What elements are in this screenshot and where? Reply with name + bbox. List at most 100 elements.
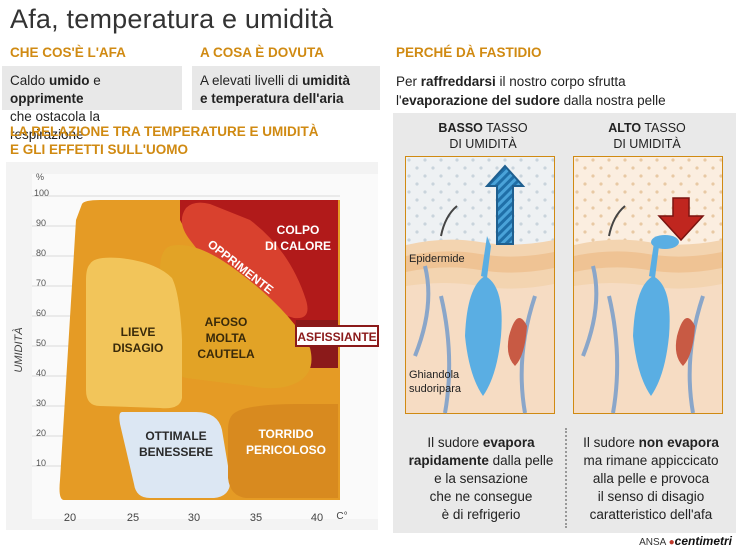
credit-dot: ● [668, 537, 675, 548]
label-afoso-3: CAUTELA [197, 347, 255, 361]
high-humidity-t1: TASSO [641, 121, 686, 135]
high-exp-2: ma rimane appiccicato [583, 453, 719, 468]
credit-brand: centimetri [674, 534, 732, 548]
what-text-1: Caldo [10, 73, 50, 88]
label-epidermide: Epidermide [409, 253, 465, 265]
low-humidity-heading: BASSO TASSO DI UMIDITÀ [418, 120, 548, 152]
y-tick-10: 10 [36, 458, 46, 468]
low-explanation: Il sudore evapora rapidamente dalla pell… [398, 434, 564, 524]
cause-bold-2: e temperatura dell'aria [200, 91, 344, 106]
label-afoso-2: MOLTA [206, 331, 247, 345]
high-sweat-gland [633, 276, 670, 396]
relation-heading: LA RELAZIONE TRA TEMPERATURE E UMIDITÀ E… [10, 123, 370, 159]
label-torrido-2: PERICOLOSO [246, 443, 326, 457]
label-colpo-2: DI CALORE [265, 239, 331, 253]
low-dry-air [406, 157, 554, 245]
low-exp-1b: evapora [482, 435, 535, 450]
what-text-3: che ostacola la respirazione [10, 109, 101, 142]
why-heading: PERCHÉ DÀ FASTIDIO [396, 45, 542, 60]
asfissiante-box [295, 325, 379, 347]
y-tick-50: 50 [36, 338, 46, 348]
high-humidity-illustration [573, 156, 723, 414]
relation-heading-line-2: E GLI EFFETTI SULL'UOMO [10, 142, 188, 157]
low-exp-5: è di refrigerio [441, 507, 521, 522]
why-text: Per raffreddarsi il nostro corpo sfrutta… [396, 72, 666, 110]
y-tick-90: 90 [36, 218, 46, 228]
high-exp-3: alla pelle e provoca [592, 471, 710, 486]
high-exp-4: il senso di disagio [597, 489, 705, 504]
y-tick-100: 100 [34, 188, 49, 198]
low-exp-1a: Il sudore [427, 435, 483, 450]
zone-opprimente [181, 202, 308, 319]
page-title: Afa, temperatura e umidità [10, 4, 334, 34]
x-tick-40: 40 [311, 512, 323, 524]
low-exp-2b: dalla pelle [488, 453, 554, 468]
y-tick-20: 20 [36, 428, 46, 438]
x-unit: C° [336, 511, 347, 522]
low-humidity-bold: BASSO [438, 121, 483, 135]
cause-bold-1: umidità [302, 73, 351, 88]
what-box: Caldo umido e opprimente che ostacola la… [2, 66, 182, 142]
label-afoso-1: AFOSO [205, 315, 248, 329]
what-text-2: e [89, 73, 101, 88]
humidity-temperature-chart: COLPO DI CALORE OPPRIMENTE LIEVE DISAGIO… [6, 162, 379, 530]
low-exp-2a: rapidamente [408, 453, 489, 468]
zone-torrido-pericoloso [228, 404, 338, 498]
why-bold-1: raffreddarsi [420, 74, 496, 89]
high-exp-1a: Il sudore [583, 435, 639, 450]
high-humidity-bold: ALTO [608, 121, 642, 135]
label-torrido-1: TORRIDO [258, 427, 313, 441]
panel-divider [565, 428, 567, 528]
y-unit: % [36, 172, 44, 182]
why-text-1: Per [396, 74, 421, 89]
sweat-arrow-down [657, 197, 705, 242]
high-humidity-heading: ALTO TASSO DI UMIDITÀ [582, 120, 712, 152]
zone-ottimale-benessere [119, 412, 231, 498]
y-tick-70: 70 [36, 278, 46, 288]
x-tick-35: 35 [250, 512, 262, 524]
why-bold-2: evaporazione del sudore [401, 93, 560, 108]
what-heading: CHE COS'È L'AFA [10, 45, 126, 60]
low-exp-4: che ne consegue [429, 489, 533, 504]
low-humidity-t2: DI UMIDITÀ [449, 137, 517, 151]
evaporation-arrow-up [484, 164, 526, 245]
x-tick-30: 30 [188, 512, 200, 524]
y-tick-80: 80 [36, 248, 46, 258]
relation-heading-line-1: LA RELAZIONE TRA TEMPERATURE E UMIDITÀ [10, 124, 319, 139]
label-ghiandola-2: sudoripara [409, 383, 462, 395]
x-tick-25: 25 [127, 512, 139, 524]
credit-ansa: ANSA [639, 537, 666, 548]
low-exp-3: e la sensazione [434, 471, 528, 486]
label-ghiandola-1: Ghiandola [409, 369, 460, 381]
high-humidity-t2: DI UMIDITÀ [613, 137, 681, 151]
cause-text-1: A elevati livelli di [200, 73, 303, 88]
low-humidity-illustration: Epidermide Ghiandola sudoripara [405, 156, 555, 414]
high-explanation: Il sudore non evapora ma rimane appiccic… [568, 434, 734, 524]
label-lieve-2: DISAGIO [113, 341, 164, 355]
y-tick-60: 60 [36, 308, 46, 318]
zone-lieve-disagio [86, 257, 182, 409]
low-humidity-t1: TASSO [482, 121, 528, 135]
label-asfissiante: ASFISSIANTE [297, 330, 376, 344]
credits: ANSA ●centimetri [639, 534, 732, 548]
high-exp-5: caratteristico dell'afa [589, 507, 713, 522]
label-ottimale-1: OTTIMALE [145, 429, 206, 443]
cause-box: A elevati livelli di umidità e temperatu… [192, 66, 380, 110]
why-text-4: dalla nostra pelle [559, 93, 666, 108]
y-axis-label: UMIDITÀ [12, 327, 25, 372]
high-humid-air [574, 157, 722, 245]
label-colpo-1: COLPO [277, 223, 320, 237]
x-tick-20: 20 [64, 512, 76, 524]
y-tick-30: 30 [36, 398, 46, 408]
cause-heading: A COSA È DOVUTA [200, 45, 325, 60]
low-sweat-gland [465, 276, 502, 396]
what-bold-2: opprimente [10, 91, 84, 106]
what-bold-1: umido [49, 73, 90, 88]
label-ottimale-2: BENESSERE [139, 445, 213, 459]
y-tick-40: 40 [36, 368, 46, 378]
label-lieve-1: LIEVE [121, 325, 156, 339]
high-exp-1b: non evapora [638, 435, 719, 450]
why-text-2: il nostro corpo sfrutta [495, 74, 626, 89]
zone-afoso [160, 245, 312, 389]
why-text-3: l' [396, 93, 402, 108]
